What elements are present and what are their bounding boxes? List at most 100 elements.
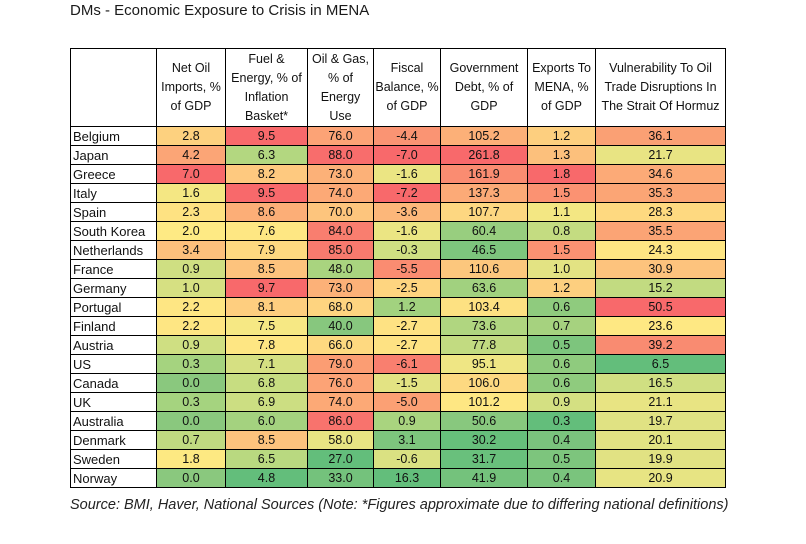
heatmap-table: Net Oil Imports, % of GDP Fuel & Energy,… — [70, 48, 726, 488]
country-label: Denmark — [70, 430, 157, 450]
cell-exports-mena: 0.3 — [527, 411, 596, 431]
table-row: UK 0.3 6.9 74.0 -5.0 101.2 0.9 21.1 — [70, 392, 726, 412]
cell-fiscal-balance: 1.2 — [373, 297, 441, 317]
country-label: US — [70, 354, 157, 374]
cell-fuel-energy: 6.3 — [225, 145, 308, 165]
header-row: Net Oil Imports, % of GDP Fuel & Energy,… — [70, 48, 726, 127]
cell-vulnerability: 39.2 — [595, 335, 726, 355]
table-row: Canada 0.0 6.8 76.0 -1.5 106.0 0.6 16.5 — [70, 373, 726, 393]
country-label: Portugal — [70, 297, 157, 317]
table-row: Belgium 2.8 9.5 76.0 -4.4 105.2 1.2 36.1 — [70, 126, 726, 146]
cell-oil-gas: 88.0 — [307, 145, 374, 165]
header-net-oil-imports: Net Oil Imports, % of GDP — [156, 48, 226, 127]
cell-fiscal-balance: -2.7 — [373, 316, 441, 336]
table-body: Belgium 2.8 9.5 76.0 -4.4 105.2 1.2 36.1 Japan 4.… — [70, 126, 726, 488]
cell-exports-mena: 0.9 — [527, 392, 596, 412]
table-row: Japan 4.2 6.3 88.0 -7.0 261.8 1.3 21.7 — [70, 145, 726, 165]
cell-government-debt: 73.6 — [440, 316, 528, 336]
cell-exports-mena: 0.6 — [527, 354, 596, 374]
table-row: Netherlands 3.4 7.9 85.0 -0.3 46.5 1.5 24.3 — [70, 240, 726, 260]
cell-oil-gas: 27.0 — [307, 449, 374, 469]
cell-oil-gas: 79.0 — [307, 354, 374, 374]
cell-fuel-energy: 9.7 — [225, 278, 308, 298]
cell-fuel-energy: 6.5 — [225, 449, 308, 469]
cell-government-debt: 30.2 — [440, 430, 528, 450]
cell-oil-gas: 48.0 — [307, 259, 374, 279]
cell-government-debt: 137.3 — [440, 183, 528, 203]
country-label: Norway — [70, 468, 157, 488]
cell-vulnerability: 34.6 — [595, 164, 726, 184]
cell-net-oil-imports: 2.2 — [156, 297, 226, 317]
cell-oil-gas: 76.0 — [307, 126, 374, 146]
cell-oil-gas: 85.0 — [307, 240, 374, 260]
cell-fuel-energy: 8.5 — [225, 259, 308, 279]
cell-net-oil-imports: 1.8 — [156, 449, 226, 469]
country-label: Austria — [70, 335, 157, 355]
cell-government-debt: 63.6 — [440, 278, 528, 298]
cell-fuel-energy: 6.0 — [225, 411, 308, 431]
cell-vulnerability: 19.7 — [595, 411, 726, 431]
country-label: Spain — [70, 202, 157, 222]
cell-government-debt: 101.2 — [440, 392, 528, 412]
cell-oil-gas: 70.0 — [307, 202, 374, 222]
cell-net-oil-imports: 3.4 — [156, 240, 226, 260]
cell-fuel-energy: 7.5 — [225, 316, 308, 336]
cell-government-debt: 50.6 — [440, 411, 528, 431]
cell-fiscal-balance: -3.6 — [373, 202, 441, 222]
country-label: Japan — [70, 145, 157, 165]
cell-net-oil-imports: 0.3 — [156, 354, 226, 374]
table-row: Denmark 0.7 8.5 58.0 3.1 30.2 0.4 20.1 — [70, 430, 726, 450]
cell-net-oil-imports: 2.8 — [156, 126, 226, 146]
cell-net-oil-imports: 0.0 — [156, 373, 226, 393]
header-fuel-energy: Fuel & Energy, % of Inflation Basket* — [225, 48, 308, 127]
table-row: Germany 1.0 9.7 73.0 -2.5 63.6 1.2 15.2 — [70, 278, 726, 298]
cell-fiscal-balance: -7.2 — [373, 183, 441, 203]
cell-oil-gas: 74.0 — [307, 183, 374, 203]
cell-net-oil-imports: 7.0 — [156, 164, 226, 184]
cell-vulnerability: 35.3 — [595, 183, 726, 203]
cell-government-debt: 31.7 — [440, 449, 528, 469]
cell-exports-mena: 0.8 — [527, 221, 596, 241]
cell-fuel-energy: 7.6 — [225, 221, 308, 241]
cell-vulnerability: 19.9 — [595, 449, 726, 469]
cell-net-oil-imports: 4.2 — [156, 145, 226, 165]
country-label: Netherlands — [70, 240, 157, 260]
cell-fuel-energy: 9.5 — [225, 183, 308, 203]
country-label: Germany — [70, 278, 157, 298]
cell-government-debt: 107.7 — [440, 202, 528, 222]
cell-net-oil-imports: 0.3 — [156, 392, 226, 412]
cell-fiscal-balance: -6.1 — [373, 354, 441, 374]
country-label: UK — [70, 392, 157, 412]
cell-net-oil-imports: 2.3 — [156, 202, 226, 222]
cell-fiscal-balance: -5.0 — [373, 392, 441, 412]
country-label: Italy — [70, 183, 157, 203]
cell-net-oil-imports: 1.0 — [156, 278, 226, 298]
cell-vulnerability: 6.5 — [595, 354, 726, 374]
cell-government-debt: 60.4 — [440, 221, 528, 241]
cell-exports-mena: 1.1 — [527, 202, 596, 222]
table-row: Australia 0.0 6.0 86.0 0.9 50.6 0.3 19.7 — [70, 411, 726, 431]
cell-government-debt: 95.1 — [440, 354, 528, 374]
header-fiscal-balance: Fiscal Balance, % of GDP — [373, 48, 441, 127]
cell-fuel-energy: 8.1 — [225, 297, 308, 317]
cell-exports-mena: 1.2 — [527, 278, 596, 298]
cell-vulnerability: 21.7 — [595, 145, 726, 165]
table-row: Norway 0.0 4.8 33.0 16.3 41.9 0.4 20.9 — [70, 468, 726, 488]
chart-title: DMs - Economic Exposure to Crisis in MEN… — [70, 2, 370, 19]
cell-fiscal-balance: 0.9 — [373, 411, 441, 431]
country-label: Greece — [70, 164, 157, 184]
cell-net-oil-imports: 1.6 — [156, 183, 226, 203]
table-row: Portugal 2.2 8.1 68.0 1.2 103.4 0.6 50.5 — [70, 297, 726, 317]
cell-oil-gas: 76.0 — [307, 373, 374, 393]
cell-fiscal-balance: -2.5 — [373, 278, 441, 298]
cell-fiscal-balance: -7.0 — [373, 145, 441, 165]
cell-vulnerability: 16.5 — [595, 373, 726, 393]
cell-vulnerability: 30.9 — [595, 259, 726, 279]
cell-vulnerability: 24.3 — [595, 240, 726, 260]
cell-government-debt: 46.5 — [440, 240, 528, 260]
cell-exports-mena: 1.5 — [527, 240, 596, 260]
country-label: France — [70, 259, 157, 279]
header-government-debt: Government Debt, % of GDP — [440, 48, 528, 127]
cell-fiscal-balance: -0.6 — [373, 449, 441, 469]
cell-net-oil-imports: 0.7 — [156, 430, 226, 450]
